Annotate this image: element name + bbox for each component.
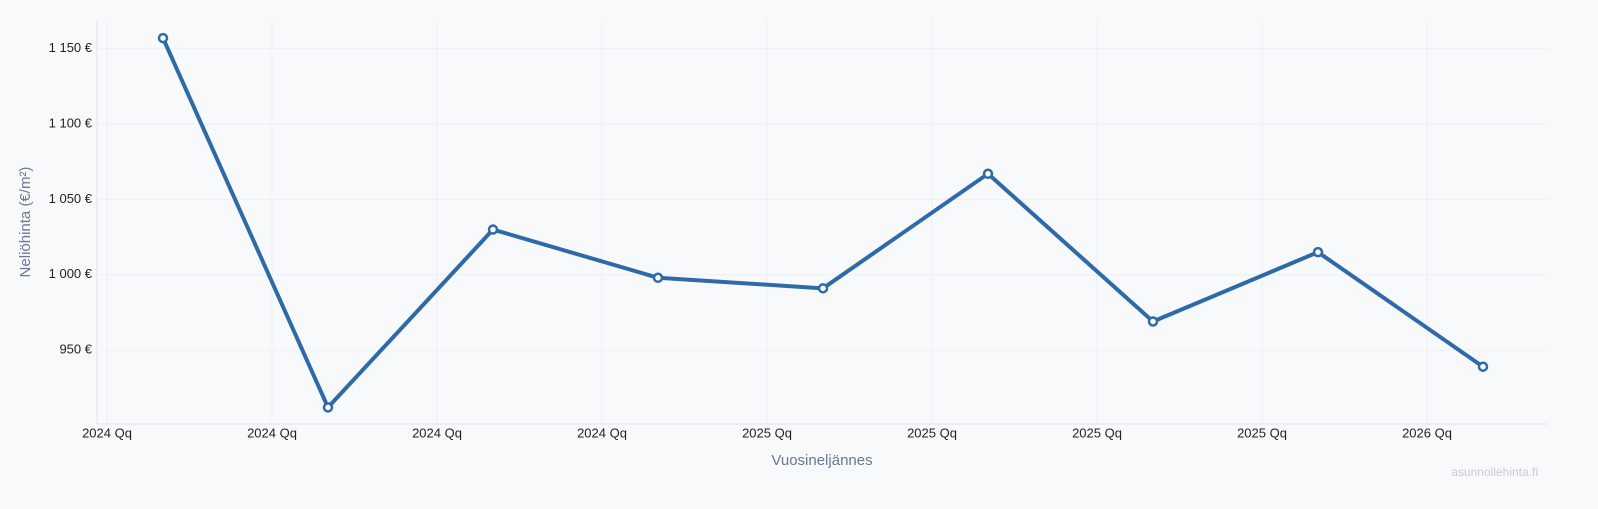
point	[1312, 246, 1324, 258]
point	[157, 32, 169, 44]
x-tick-label: 2024 Qq	[577, 425, 627, 440]
x-tick-label: 2026 Qq	[1402, 425, 1452, 440]
point	[487, 224, 499, 235]
x-tick-label: 2025 Qq	[1072, 425, 1122, 440]
y-tick-label: 1 100 €	[49, 115, 93, 130]
y-tick-label: 1 050 €	[49, 191, 93, 206]
x-tick-label: 2024 Qq	[247, 425, 297, 440]
line	[161, 37, 1485, 410]
point	[817, 283, 829, 294]
y-tick-label: 1 000 €	[49, 266, 93, 281]
x-axis-title: Vuosineljännes	[771, 452, 872, 469]
point	[322, 402, 334, 413]
x-tick-label: 2025 Qq	[907, 425, 957, 440]
point	[1147, 316, 1159, 327]
y-axis-title: Neliöhinta (€/m²)	[17, 167, 34, 278]
x-tick-label: 2025 Qq	[1237, 425, 1287, 440]
x-tick-label: 2025 Qq	[742, 425, 792, 440]
point	[982, 168, 994, 180]
x-tick-label: 2024 Qq	[412, 425, 462, 440]
point	[1477, 361, 1489, 372]
watermark: asunnollehinta.fi	[1451, 465, 1538, 479]
y-tick-label: 950 €	[59, 342, 92, 357]
point	[652, 272, 664, 284]
y-tick-label: 1 150 €	[49, 40, 93, 55]
x-tick-label: 2024 Qq	[82, 425, 132, 440]
